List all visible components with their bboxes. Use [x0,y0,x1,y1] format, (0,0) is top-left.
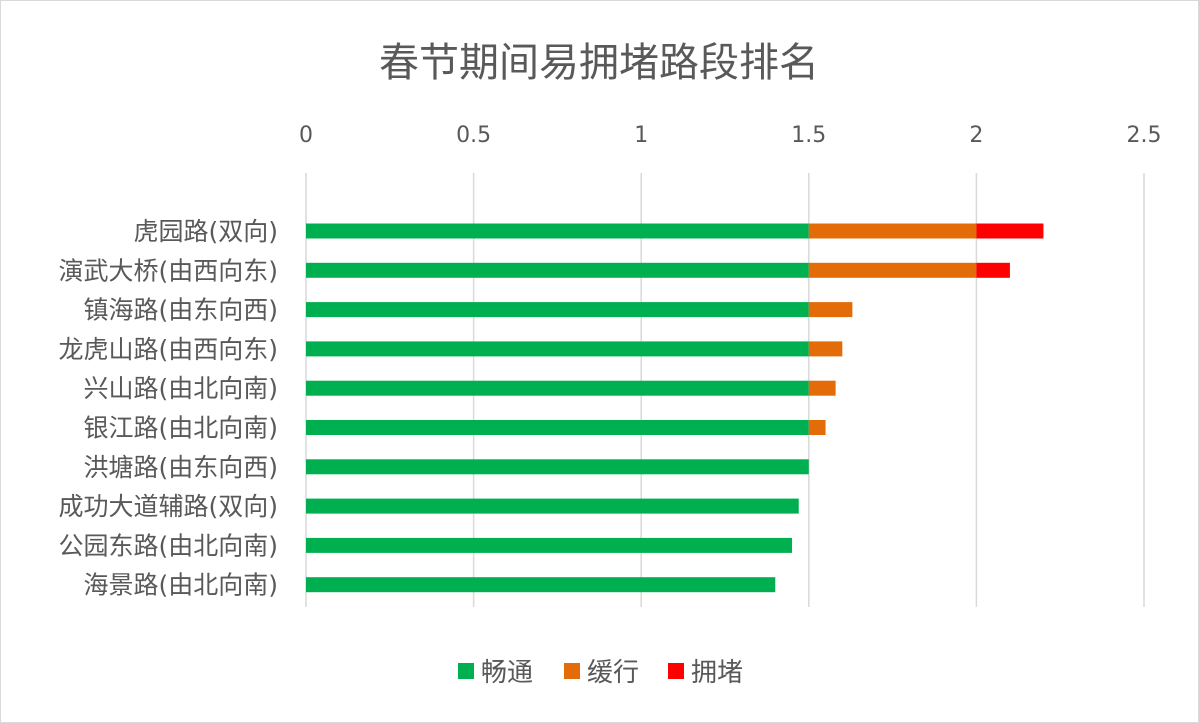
legend: 畅通 缓行 拥堵 [458,658,743,688]
bar-segment-拥堵 [976,223,1044,239]
bar-segment-畅通 [306,262,809,278]
category-label: 银江路(由北向南) [83,414,278,443]
x-tick-label: 1.5 [791,123,826,148]
legend-swatch [458,663,474,679]
category-label: 成功大道辅路(双向) [58,492,278,521]
chart-title: 春节期间易拥堵路段排名 [379,40,819,86]
x-tick-label: 0 [299,123,313,148]
legend-label: 拥堵 [691,658,743,688]
bar-segment-缓行 [808,302,853,318]
legend-label: 缓行 [587,658,639,688]
bar-segment-畅通 [306,459,809,475]
bar-segment-畅通 [306,537,793,553]
bar-segment-缓行 [808,223,977,239]
x-tick-label: 2.5 [1127,123,1162,148]
x-tick-label: 2 [969,123,983,148]
category-label: 洪塘路(由东向西) [83,453,278,482]
x-tick-label: 1 [634,123,648,148]
x-tick-label: 0.5 [456,123,491,148]
category-label: 公园东路(由北向南) [58,531,278,560]
legend-swatch [564,663,580,679]
bar-segment-畅通 [306,577,776,593]
bars [306,223,1044,593]
x-axis-ticks: 0 0.5 1 1.5 2 2.5 [299,123,1162,148]
category-label: 演武大桥(由西向东) [58,256,278,285]
category-label: 龙虎山路(由西向东) [58,335,278,364]
bar-segment-缓行 [808,420,826,435]
category-label: 镇海路(由东向西) [83,296,278,325]
bar-segment-畅通 [306,341,809,357]
bar-segment-畅通 [306,302,809,318]
bar-segment-畅通 [306,223,809,239]
bar-segment-拥堵 [976,262,1010,278]
category-label: 兴山路(由北向南) [83,374,278,403]
bar-segment-畅通 [306,380,809,396]
category-label: 海景路(由北向南) [83,571,278,600]
bar-segment-缓行 [808,380,836,396]
category-label: 虎园路(双向) [133,217,278,246]
legend-swatch [668,663,684,679]
bar-segment-畅通 [306,420,809,435]
legend-label: 畅通 [481,658,533,688]
bar-segment-缓行 [808,262,977,278]
bar-segment-缓行 [808,341,843,357]
category-labels: 虎园路(双向) 演武大桥(由西向东) 镇海路(由东向西) 龙虎山路(由西向东) 兴山路(… [58,217,278,600]
bar-segment-畅通 [306,498,799,514]
